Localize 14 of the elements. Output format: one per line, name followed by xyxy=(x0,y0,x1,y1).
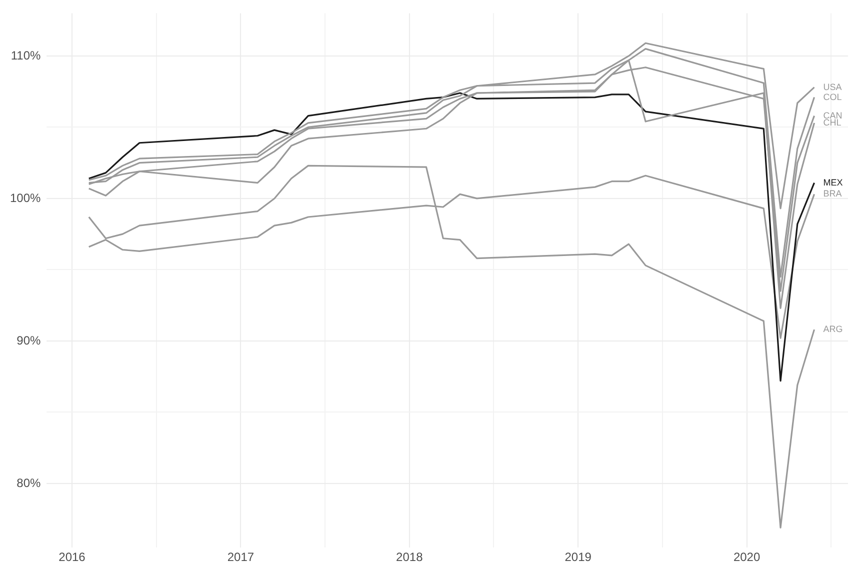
series-label: BRA xyxy=(823,188,842,199)
x-tick-label: 2020 xyxy=(733,550,760,564)
y-tick-label: 90% xyxy=(16,333,42,348)
x-tick-label: 2016 xyxy=(58,550,86,564)
y-tick-label: 80% xyxy=(16,476,42,490)
series-label: ARG xyxy=(823,324,843,334)
series-label: MEX xyxy=(823,177,843,188)
y-tick-label: 100% xyxy=(10,190,42,205)
series-label: COL xyxy=(823,92,842,102)
series-label: USA xyxy=(823,82,842,92)
x-tick-label: 2017 xyxy=(227,550,254,564)
y-tick-label: 110% xyxy=(10,48,42,62)
x-tick-label: 2019 xyxy=(564,550,592,564)
x-tick-label: 2018 xyxy=(396,550,424,564)
